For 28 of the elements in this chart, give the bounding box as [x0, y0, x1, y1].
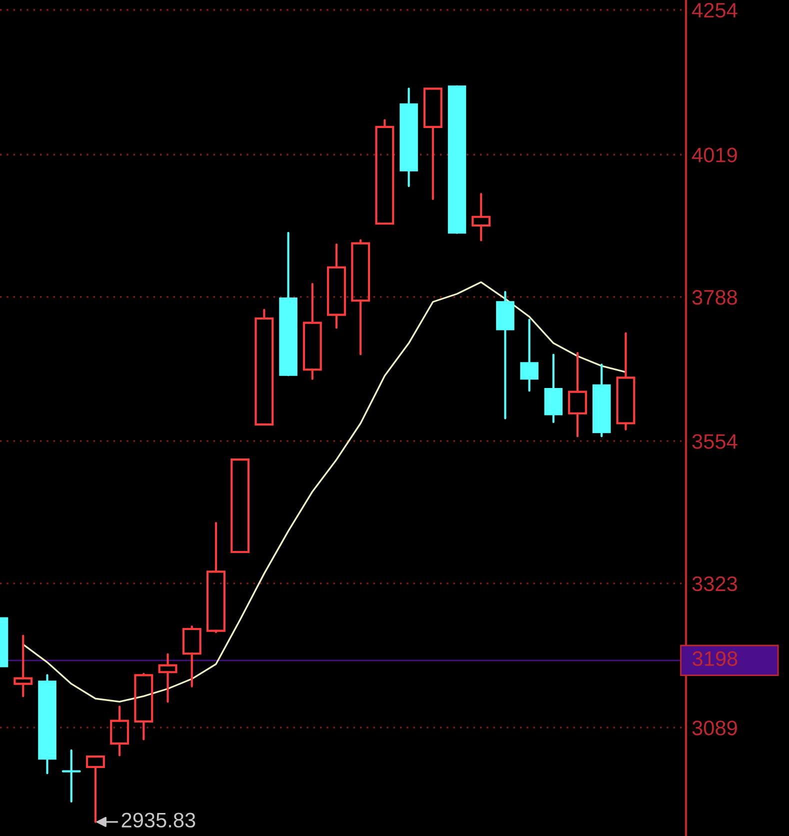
y-tick-label: 3554 — [692, 434, 738, 449]
y-tick-label: 3323 — [692, 576, 737, 592]
candlestick — [230, 458, 250, 554]
candlestick — [206, 522, 226, 634]
candlestick — [182, 625, 202, 688]
candlestick — [254, 308, 274, 426]
candlestick — [14, 634, 33, 698]
candlestick — [423, 88, 442, 200]
candlestick — [616, 332, 636, 430]
y-tick-label: 3089 — [692, 720, 737, 736]
y-tick-label: 4019 — [692, 148, 737, 162]
y-tick-label: 4254 — [692, 2, 738, 18]
candlestick — [62, 749, 81, 803]
y-tick-label: 3788 — [692, 290, 737, 305]
candlestick — [86, 755, 105, 823]
ref-line-label: 3198 — [692, 651, 738, 666]
candlestick — [351, 239, 370, 356]
candlestick — [302, 282, 322, 380]
candlestick — [110, 706, 130, 756]
candlestick — [327, 244, 346, 329]
candlestick — [158, 653, 178, 703]
candlestick — [375, 119, 394, 225]
candlestick — [568, 352, 588, 438]
candlestick — [520, 318, 538, 392]
candlestick — [134, 672, 154, 740]
line-series — [22, 281, 627, 703]
annotation: 2935.83 — [122, 812, 196, 828]
candlestick — [472, 193, 491, 242]
